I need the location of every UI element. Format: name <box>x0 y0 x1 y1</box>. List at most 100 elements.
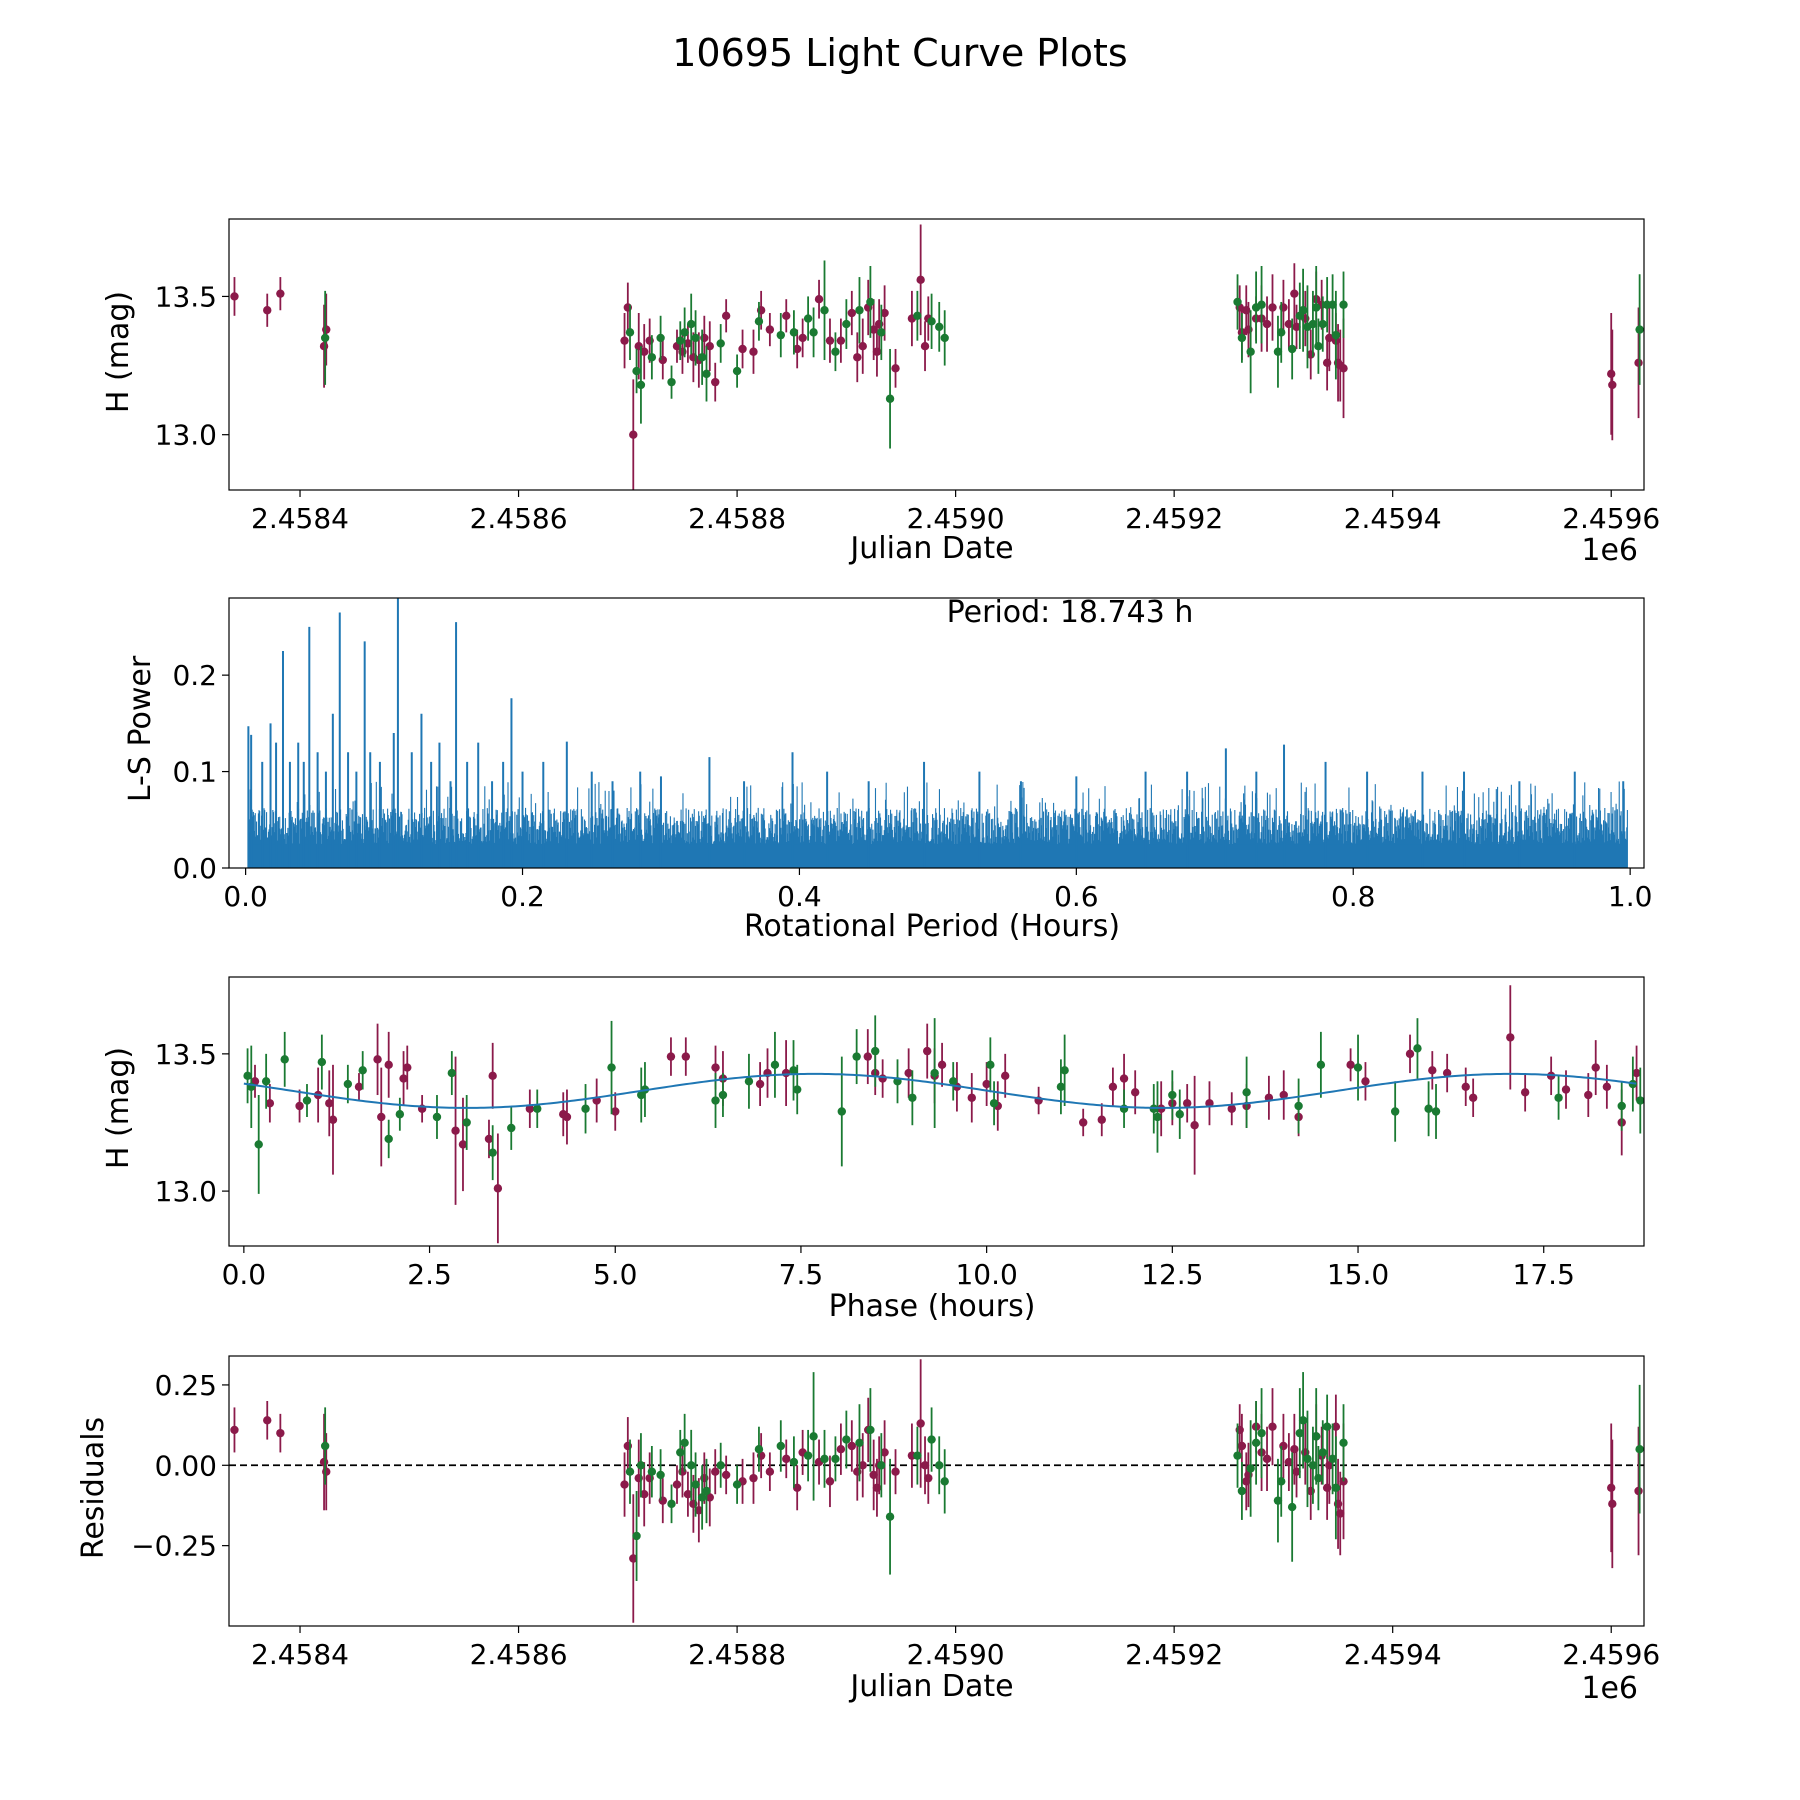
lightcurve-data-layer <box>230 224 1644 490</box>
lightcurve-data-point <box>620 336 629 345</box>
lightcurve-data-point <box>820 306 829 315</box>
phased-data-point <box>1428 1066 1437 1075</box>
residuals-data-point <box>866 1425 875 1435</box>
lightcurve-ytick-label: 13.0 <box>155 419 217 452</box>
phased-data-point <box>325 1099 334 1108</box>
phased-data-point <box>1617 1101 1626 1111</box>
phased-data-point <box>666 1052 676 1061</box>
periodogram-xtick-label: 1.0 <box>1608 880 1653 913</box>
lightcurve-data-point <box>749 347 758 356</box>
lightcurve-data-point <box>1268 303 1277 312</box>
residuals-data-point <box>913 1451 922 1460</box>
lightcurve-data-point <box>1277 328 1286 337</box>
phased-data-point <box>1520 1088 1530 1097</box>
residuals-data-layer <box>230 1359 1644 1623</box>
periodogram-annotation: Period: 18.743 h <box>947 595 1194 630</box>
lightcurve-data-point <box>1298 306 1308 315</box>
phased-data-point <box>755 1079 765 1089</box>
residuals-data-point <box>765 1467 775 1476</box>
residuals-data-point <box>1331 1422 1341 1431</box>
residuals-data-point <box>1318 1448 1327 1457</box>
residuals-data-point <box>1336 1509 1345 1518</box>
residuals-data-point <box>940 1477 949 1486</box>
phased-data-point <box>1361 1077 1370 1086</box>
lightcurve-data-point <box>809 328 818 337</box>
phased-data-point <box>863 1052 872 1061</box>
phased-data-point <box>1461 1082 1470 1091</box>
phased-data-point <box>1431 1107 1441 1116</box>
lightcurve-xtick-label: 2.4588 <box>688 502 786 535</box>
residuals-data-point <box>855 1438 864 1447</box>
phased-data-point <box>507 1123 516 1133</box>
residuals-data-point <box>705 1493 714 1502</box>
lightcurve-data-point <box>676 336 685 345</box>
residuals-data-point <box>667 1499 676 1509</box>
phased-xtick-label: 15.0 <box>1327 1258 1389 1291</box>
lightcurve-data-point <box>776 330 785 340</box>
residuals-data-point <box>320 1441 330 1451</box>
phased-data-point <box>447 1068 457 1078</box>
lightcurve-data-point <box>1262 319 1272 329</box>
phased-xtick-label: 0.0 <box>222 1258 267 1291</box>
residuals-data-point <box>1284 1457 1294 1467</box>
residuals-data-point <box>1292 1467 1301 1476</box>
phased-data-point <box>328 1115 338 1124</box>
periodogram-xtick-label: 0.4 <box>777 880 822 913</box>
lightcurve-data-point <box>1325 333 1334 343</box>
phased-data-point <box>581 1104 590 1113</box>
lightcurve-data-point <box>831 347 840 356</box>
lightcurve-data-point <box>1257 300 1266 309</box>
lightcurve-xtick-label: 2.4596 <box>1562 502 1660 535</box>
lightcurve-panel: Julian Date H (mag) 1e6 2.4584 2.4586 2.45… <box>101 218 1660 568</box>
phased-data-point <box>458 1140 468 1149</box>
lightcurve-data-point <box>683 339 693 348</box>
phased-data-point <box>1108 1082 1118 1091</box>
phased-data-point <box>989 1099 999 1108</box>
residuals-data-point <box>1325 1461 1334 1470</box>
lightcurve-data-point <box>913 311 922 320</box>
lightcurve-data-point <box>625 328 635 337</box>
phased-xtick-label: 17.5 <box>1513 1258 1575 1291</box>
phased-data-point <box>562 1112 572 1122</box>
residuals-data-point <box>858 1461 867 1470</box>
phased-data-point <box>484 1134 494 1144</box>
residuals-data-point <box>691 1480 700 1489</box>
residuals-data-point <box>809 1432 818 1441</box>
lightcurve-xtick-label: 2.4584 <box>251 502 349 535</box>
phased-data-point <box>432 1112 442 1122</box>
phased-data-point <box>711 1063 720 1072</box>
phased-data-point <box>781 1068 791 1078</box>
lightcurve-data-point <box>1607 369 1616 379</box>
phased-frame <box>228 976 1645 1247</box>
residuals-data-point <box>1277 1477 1286 1486</box>
phased-data-point <box>1097 1115 1106 1124</box>
phased-data-point <box>1390 1107 1400 1116</box>
lightcurve-ylabel: H (mag) <box>101 291 136 413</box>
residuals-frame <box>228 1355 1645 1627</box>
residuals-data-point <box>776 1441 785 1451</box>
phased-data-point <box>871 1046 880 1056</box>
phased-xtick-label: 10.0 <box>955 1258 1017 1291</box>
lightcurve-data-point <box>230 292 239 301</box>
residuals-data-point <box>656 1470 665 1480</box>
residuals-data-point <box>836 1445 846 1454</box>
phased-data-point <box>681 1052 691 1061</box>
lightcurve-data-point <box>842 319 851 329</box>
periodogram-frame <box>228 597 1645 869</box>
phased-data-point <box>1175 1110 1184 1119</box>
residuals-xtick-label: 2.4594 <box>1344 1638 1442 1671</box>
lightcurve-data-point <box>1290 289 1299 298</box>
phased-data-point <box>533 1104 542 1113</box>
lightcurve-data-point <box>1331 330 1341 340</box>
phased-data-point <box>243 1071 252 1081</box>
residuals-data-point <box>1635 1445 1644 1454</box>
lightcurve-data-point <box>1292 322 1301 332</box>
residuals-data-point <box>877 1461 886 1470</box>
phased-data-point <box>403 1063 412 1072</box>
lightcurve-data-point <box>858 342 867 351</box>
phased-data-point <box>377 1112 386 1122</box>
lightcurve-x-offset: 1e6 <box>1581 533 1638 568</box>
residuals-data-point <box>820 1454 829 1464</box>
lightcurve-data-point <box>636 380 646 390</box>
